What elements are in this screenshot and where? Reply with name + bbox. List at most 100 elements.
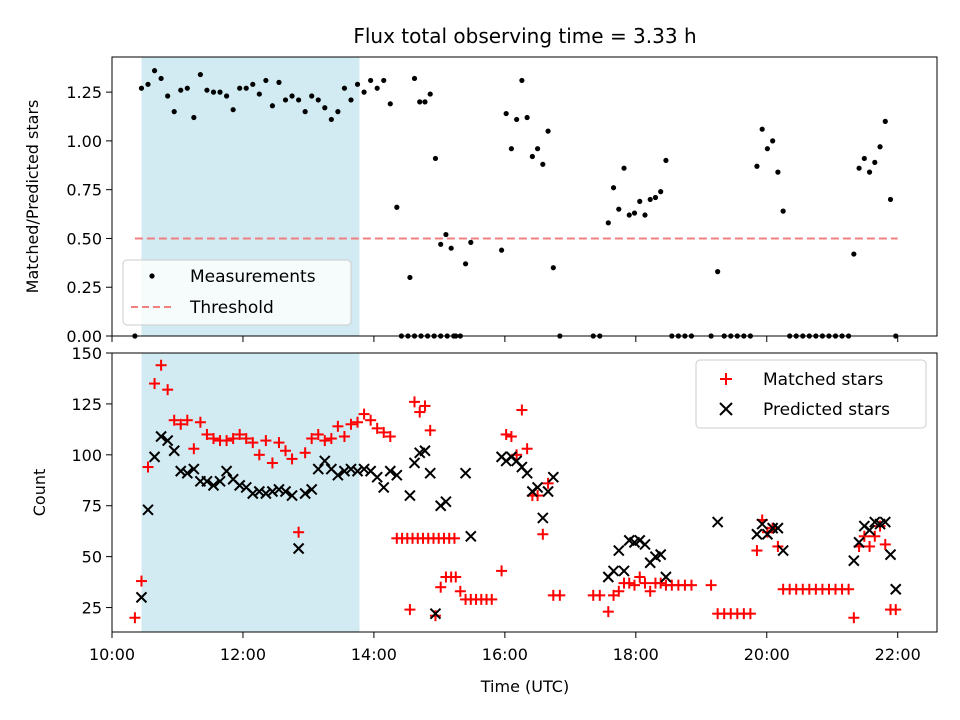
legend-dot-icon <box>149 273 155 279</box>
matched-star-point <box>435 581 447 593</box>
matched-star-point <box>454 585 466 597</box>
measurement-point <box>256 91 262 97</box>
measurement-point <box>877 144 883 150</box>
predicted-star-point <box>654 548 667 561</box>
matched-star-point <box>505 430 517 442</box>
measurement-point <box>138 85 145 91</box>
x-tick-label: 20:00 <box>744 645 790 664</box>
measurement-point <box>387 101 393 107</box>
measurement-point <box>184 85 190 91</box>
matched-star-point <box>848 612 860 624</box>
y-tick-label: 50 <box>82 548 102 567</box>
measurement-point <box>171 109 177 115</box>
predicted-star-point <box>175 465 187 477</box>
y-tick-label: 1.00 <box>66 132 102 151</box>
measurement-point <box>302 109 308 115</box>
predicted-star-point <box>537 512 549 524</box>
measurement-point <box>411 75 418 82</box>
plot-frame <box>111 352 938 633</box>
matched-star-point <box>181 414 193 426</box>
legend-label-measurements: Measurements <box>190 267 316 287</box>
predicted-star-point <box>371 471 383 483</box>
measurement-point <box>165 93 171 99</box>
matched-star-point <box>162 384 174 396</box>
matched-star-point <box>744 608 756 620</box>
matched-star-point <box>234 428 246 440</box>
measurement-point <box>361 89 367 95</box>
matched-star-point <box>890 604 902 616</box>
measurement-point <box>158 75 164 82</box>
chart-title: Flux total observing time = 3.33 h <box>353 24 696 48</box>
predicted-star-point <box>286 489 298 502</box>
matched-star-point <box>685 579 697 591</box>
predicted-star-point <box>613 544 625 557</box>
predicted-star-point <box>777 544 789 557</box>
measurement-point <box>276 79 282 85</box>
measurement-point <box>191 114 197 121</box>
measurement-point <box>263 77 269 84</box>
matched-star-point <box>299 447 311 459</box>
measurement-point <box>151 68 158 74</box>
matched-star-point <box>629 579 640 591</box>
matched-star-point <box>419 400 431 412</box>
matched-star-point <box>864 540 876 552</box>
y-axis-label: Matched/Predicted stars <box>23 100 42 294</box>
legend-label-threshold: Threshold <box>189 298 274 318</box>
predicted-star-point <box>459 467 472 479</box>
y-tick-label: 100 <box>71 446 102 465</box>
matched-star-point <box>414 406 426 418</box>
measurement-point <box>872 159 878 165</box>
count-y-ticks: 25 50 75 100 125 150 <box>71 344 112 618</box>
plot-frame <box>111 56 938 337</box>
measurement-point <box>328 116 334 123</box>
predicted-star-point <box>161 434 174 447</box>
legend-box <box>695 359 927 429</box>
matched-star-point <box>129 612 141 624</box>
matched-star-point <box>424 424 436 436</box>
predicted-star-point <box>408 457 421 469</box>
measurement-point <box>508 146 515 152</box>
ratio-x-ticks <box>111 336 899 342</box>
matched-star-point <box>655 577 667 589</box>
predicted-star-point <box>214 475 226 488</box>
measurement-point <box>354 81 361 87</box>
measurement-point <box>887 196 894 203</box>
predicted-star-point <box>181 467 194 479</box>
matched-star-point <box>247 437 259 449</box>
predicted-star-point <box>879 516 891 528</box>
legend-ratio: Measurements Threshold <box>122 259 352 326</box>
measurement-point <box>770 138 776 144</box>
predicted-star-point <box>419 445 431 457</box>
predicted-star-point <box>142 504 154 516</box>
matched-star-point <box>634 571 646 583</box>
measurement-point <box>223 93 230 99</box>
predicted-star-point <box>391 469 403 481</box>
matched-star-point <box>371 422 383 434</box>
matched-star-point <box>516 404 528 416</box>
predicted-star-point <box>547 471 560 483</box>
matched-star-point <box>306 433 318 445</box>
measurement-point <box>540 161 546 167</box>
predicted-star-point <box>384 465 396 477</box>
predicted-star-point <box>351 465 364 477</box>
predicted-star-point <box>135 591 148 604</box>
matched-star-point <box>260 435 272 447</box>
predicted-star-point <box>521 467 533 479</box>
y-tick-label: 0.75 <box>66 181 102 200</box>
measurement-point <box>448 245 454 251</box>
predicted-star-point <box>607 565 620 577</box>
measurement-point <box>658 189 664 195</box>
predicted-star-point <box>440 495 452 508</box>
y-tick-label: 125 <box>71 395 102 414</box>
matched-star-point <box>450 571 462 583</box>
measurement-point <box>368 77 374 84</box>
measurement-point <box>443 231 449 238</box>
measurement-point <box>882 118 888 124</box>
matched-star-point <box>542 477 554 489</box>
matched-star-point <box>312 428 324 440</box>
measurement-point <box>626 212 632 218</box>
measurement-point <box>550 265 556 271</box>
matched-star-point <box>365 414 377 426</box>
measurement-point <box>754 163 760 169</box>
measurement-point <box>529 153 535 160</box>
